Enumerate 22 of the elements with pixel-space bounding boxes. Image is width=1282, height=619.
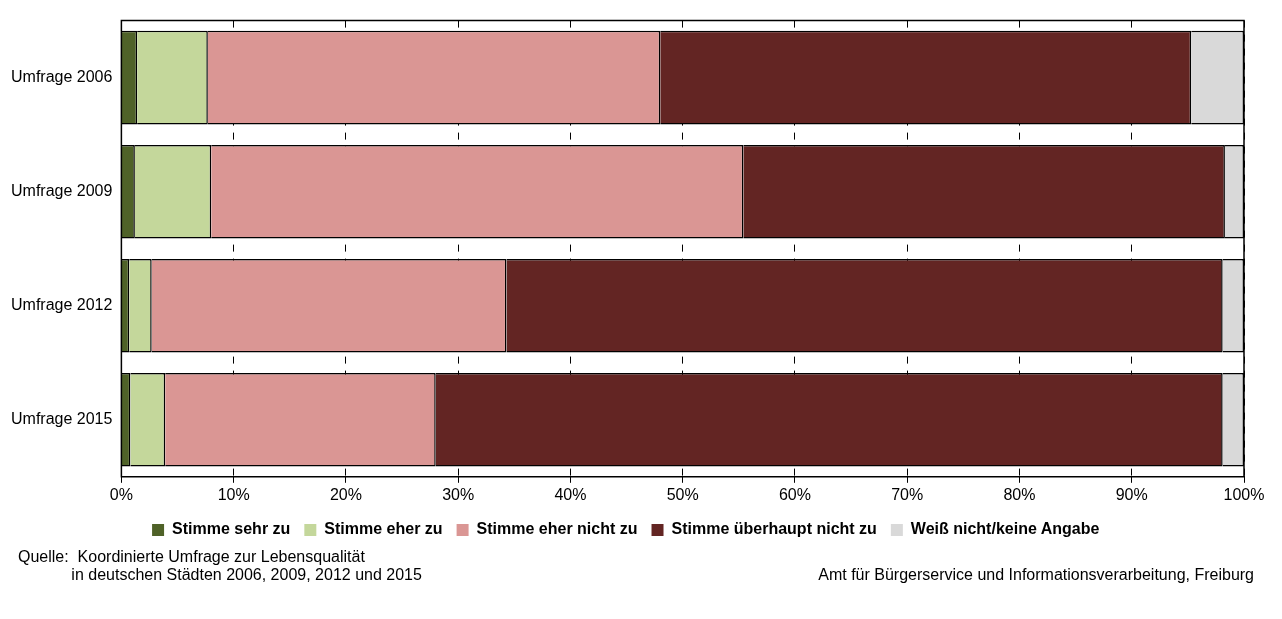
legend-label: Stimme überhaupt nicht zu bbox=[671, 520, 877, 538]
y-tick-label: Umfrage 2009 bbox=[11, 182, 113, 200]
x-tick-label: 60% bbox=[778, 485, 811, 503]
x-tick-label: 100% bbox=[1223, 485, 1265, 503]
x-tick-label: 80% bbox=[1003, 485, 1036, 503]
x-tick-label: 70% bbox=[891, 485, 924, 503]
text: Amt für Bürgerservice und Informationsverarbeitung, Freiburg bbox=[818, 566, 1254, 584]
x-tick-label: 40% bbox=[554, 485, 587, 503]
legend-label: Weiß nicht/keine Angabe bbox=[910, 520, 1100, 538]
legend-label: Stimme sehr zu bbox=[172, 520, 291, 538]
x-tick-label: 0% bbox=[109, 485, 133, 503]
legend-label: Stimme eher nicht zu bbox=[476, 520, 638, 538]
source-note: Quelle: Koordinierte Umfrage zur Lebensqualität in deutschen Städten 2006, 2009, 2012 und 2015 bbox=[18, 548, 422, 584]
x-tick-label: 30% bbox=[442, 485, 475, 503]
y-tick-label: Umfrage 2015 bbox=[11, 410, 113, 428]
y-tick-label: Umfrage 2012 bbox=[11, 296, 113, 314]
x-tick-label: 20% bbox=[329, 485, 362, 503]
y-tick-label: Umfrage 2006 bbox=[11, 68, 113, 86]
x-tick-label: 90% bbox=[1115, 485, 1148, 503]
x-tick-label: 50% bbox=[666, 485, 699, 503]
legend-label: Stimme eher zu bbox=[324, 520, 443, 538]
x-tick-label: 10% bbox=[217, 485, 250, 503]
